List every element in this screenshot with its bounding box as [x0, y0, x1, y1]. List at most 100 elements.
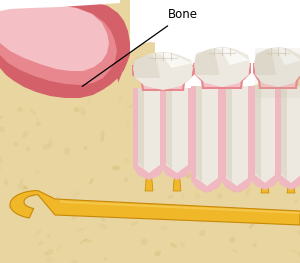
Ellipse shape — [186, 173, 191, 178]
Ellipse shape — [124, 177, 128, 182]
Ellipse shape — [76, 228, 84, 231]
Ellipse shape — [250, 237, 255, 242]
Polygon shape — [233, 183, 241, 191]
Ellipse shape — [4, 179, 9, 186]
Ellipse shape — [201, 257, 208, 263]
Ellipse shape — [17, 230, 24, 237]
Polygon shape — [281, 86, 300, 183]
Ellipse shape — [206, 166, 211, 171]
Polygon shape — [226, 86, 248, 186]
Ellipse shape — [20, 120, 26, 125]
Ellipse shape — [38, 211, 41, 215]
Ellipse shape — [199, 259, 205, 263]
Ellipse shape — [126, 119, 129, 129]
Polygon shape — [133, 54, 160, 78]
Ellipse shape — [190, 159, 197, 166]
Ellipse shape — [8, 119, 12, 122]
Polygon shape — [254, 49, 276, 75]
Ellipse shape — [35, 171, 40, 174]
Polygon shape — [281, 86, 287, 179]
Polygon shape — [255, 65, 300, 87]
Ellipse shape — [297, 230, 300, 235]
Ellipse shape — [100, 216, 105, 222]
Polygon shape — [196, 86, 218, 186]
Ellipse shape — [38, 241, 43, 245]
Ellipse shape — [79, 239, 87, 244]
Ellipse shape — [64, 147, 70, 155]
Polygon shape — [145, 170, 153, 191]
Ellipse shape — [230, 95, 235, 99]
Ellipse shape — [216, 166, 224, 170]
Ellipse shape — [102, 97, 105, 107]
Ellipse shape — [171, 148, 179, 152]
Ellipse shape — [187, 198, 191, 207]
Ellipse shape — [29, 190, 36, 197]
Polygon shape — [250, 86, 280, 190]
Polygon shape — [253, 63, 300, 89]
Ellipse shape — [200, 170, 206, 177]
Ellipse shape — [32, 81, 40, 87]
Ellipse shape — [56, 244, 62, 252]
Ellipse shape — [233, 103, 239, 111]
Ellipse shape — [70, 259, 77, 263]
Polygon shape — [261, 180, 269, 193]
Ellipse shape — [231, 225, 235, 230]
Ellipse shape — [50, 200, 56, 206]
Ellipse shape — [212, 103, 219, 109]
Ellipse shape — [236, 132, 242, 136]
Ellipse shape — [23, 130, 28, 136]
Ellipse shape — [118, 94, 122, 103]
Ellipse shape — [8, 205, 11, 209]
Ellipse shape — [136, 211, 140, 216]
Ellipse shape — [0, 115, 2, 120]
Ellipse shape — [281, 135, 287, 139]
Ellipse shape — [233, 238, 241, 242]
Ellipse shape — [252, 122, 257, 128]
Ellipse shape — [249, 222, 255, 229]
Ellipse shape — [21, 135, 27, 139]
Ellipse shape — [132, 89, 136, 93]
Ellipse shape — [112, 143, 118, 149]
Ellipse shape — [245, 197, 252, 202]
Ellipse shape — [0, 167, 2, 170]
Polygon shape — [195, 65, 249, 87]
Ellipse shape — [295, 210, 300, 215]
Ellipse shape — [294, 199, 298, 203]
Ellipse shape — [17, 107, 23, 113]
Ellipse shape — [87, 98, 92, 104]
Ellipse shape — [284, 184, 289, 189]
Ellipse shape — [83, 239, 92, 242]
Ellipse shape — [110, 212, 113, 218]
Ellipse shape — [61, 175, 68, 177]
Polygon shape — [0, 0, 130, 96]
Ellipse shape — [56, 196, 59, 202]
Ellipse shape — [122, 81, 128, 86]
Ellipse shape — [89, 178, 94, 184]
Ellipse shape — [283, 106, 287, 110]
Ellipse shape — [112, 203, 118, 209]
Ellipse shape — [232, 204, 235, 211]
Ellipse shape — [26, 146, 29, 151]
Polygon shape — [193, 63, 251, 89]
Polygon shape — [134, 67, 192, 89]
Ellipse shape — [222, 209, 228, 218]
Ellipse shape — [91, 88, 96, 90]
Polygon shape — [272, 48, 300, 65]
Polygon shape — [276, 86, 300, 190]
Ellipse shape — [152, 142, 156, 146]
Ellipse shape — [141, 83, 147, 89]
Ellipse shape — [148, 89, 154, 94]
Polygon shape — [133, 52, 193, 90]
Ellipse shape — [154, 250, 161, 256]
Ellipse shape — [17, 183, 26, 190]
Ellipse shape — [278, 212, 286, 219]
Ellipse shape — [230, 237, 235, 243]
Ellipse shape — [124, 158, 130, 163]
Text: Bone: Bone — [82, 8, 198, 86]
Ellipse shape — [181, 192, 184, 199]
Ellipse shape — [261, 213, 265, 217]
Ellipse shape — [199, 230, 205, 236]
Ellipse shape — [73, 136, 76, 141]
Ellipse shape — [230, 117, 236, 122]
Ellipse shape — [237, 98, 242, 104]
